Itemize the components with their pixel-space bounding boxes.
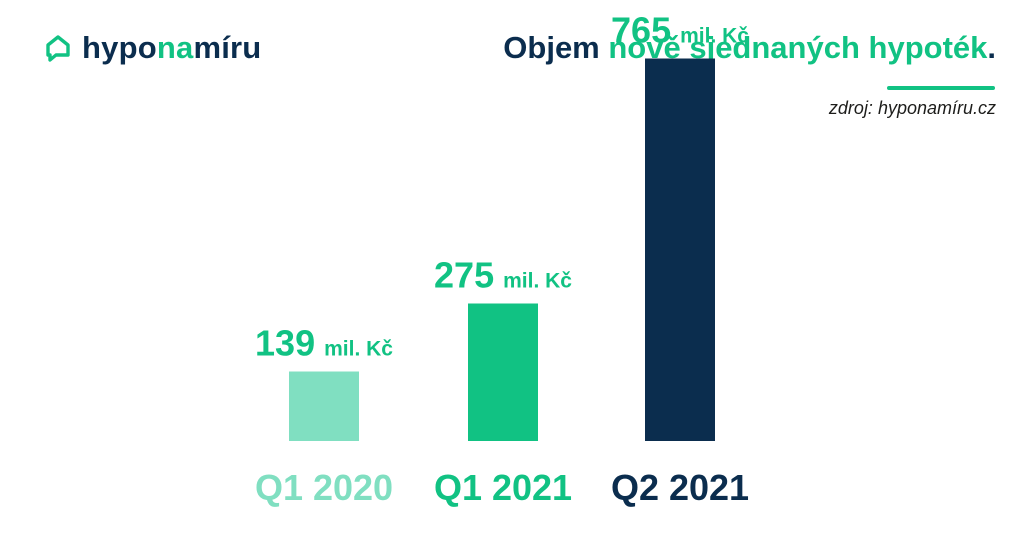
brand-logo: hyponamíru: [44, 30, 261, 66]
category-label: Q1 2021: [434, 467, 572, 508]
brand-part-hypo: hypo: [82, 30, 157, 65]
title-part-3: .: [987, 30, 996, 65]
bar-q2-2021: [645, 58, 715, 441]
source-note: zdroj: hyponamíru.cz: [828, 98, 996, 118]
category-label: Q2 2021: [611, 467, 749, 508]
value-label: 275 mil. Kč: [434, 255, 572, 296]
value-label: 139 mil. Kč: [255, 323, 393, 364]
brand-part-na: na: [156, 30, 194, 65]
bar-q1-2021: [468, 303, 538, 441]
bar-q1-2020: [289, 371, 359, 441]
title-part-1: Objem: [503, 30, 609, 65]
category-label: Q1 2020: [255, 467, 393, 508]
title-underline: [887, 86, 995, 90]
brand-part-miru: míru: [193, 30, 262, 65]
value-label: 765 mil. Kč: [611, 10, 749, 51]
house-chat-icon: [46, 35, 70, 62]
brand-name: hyponamíru: [82, 30, 261, 66]
